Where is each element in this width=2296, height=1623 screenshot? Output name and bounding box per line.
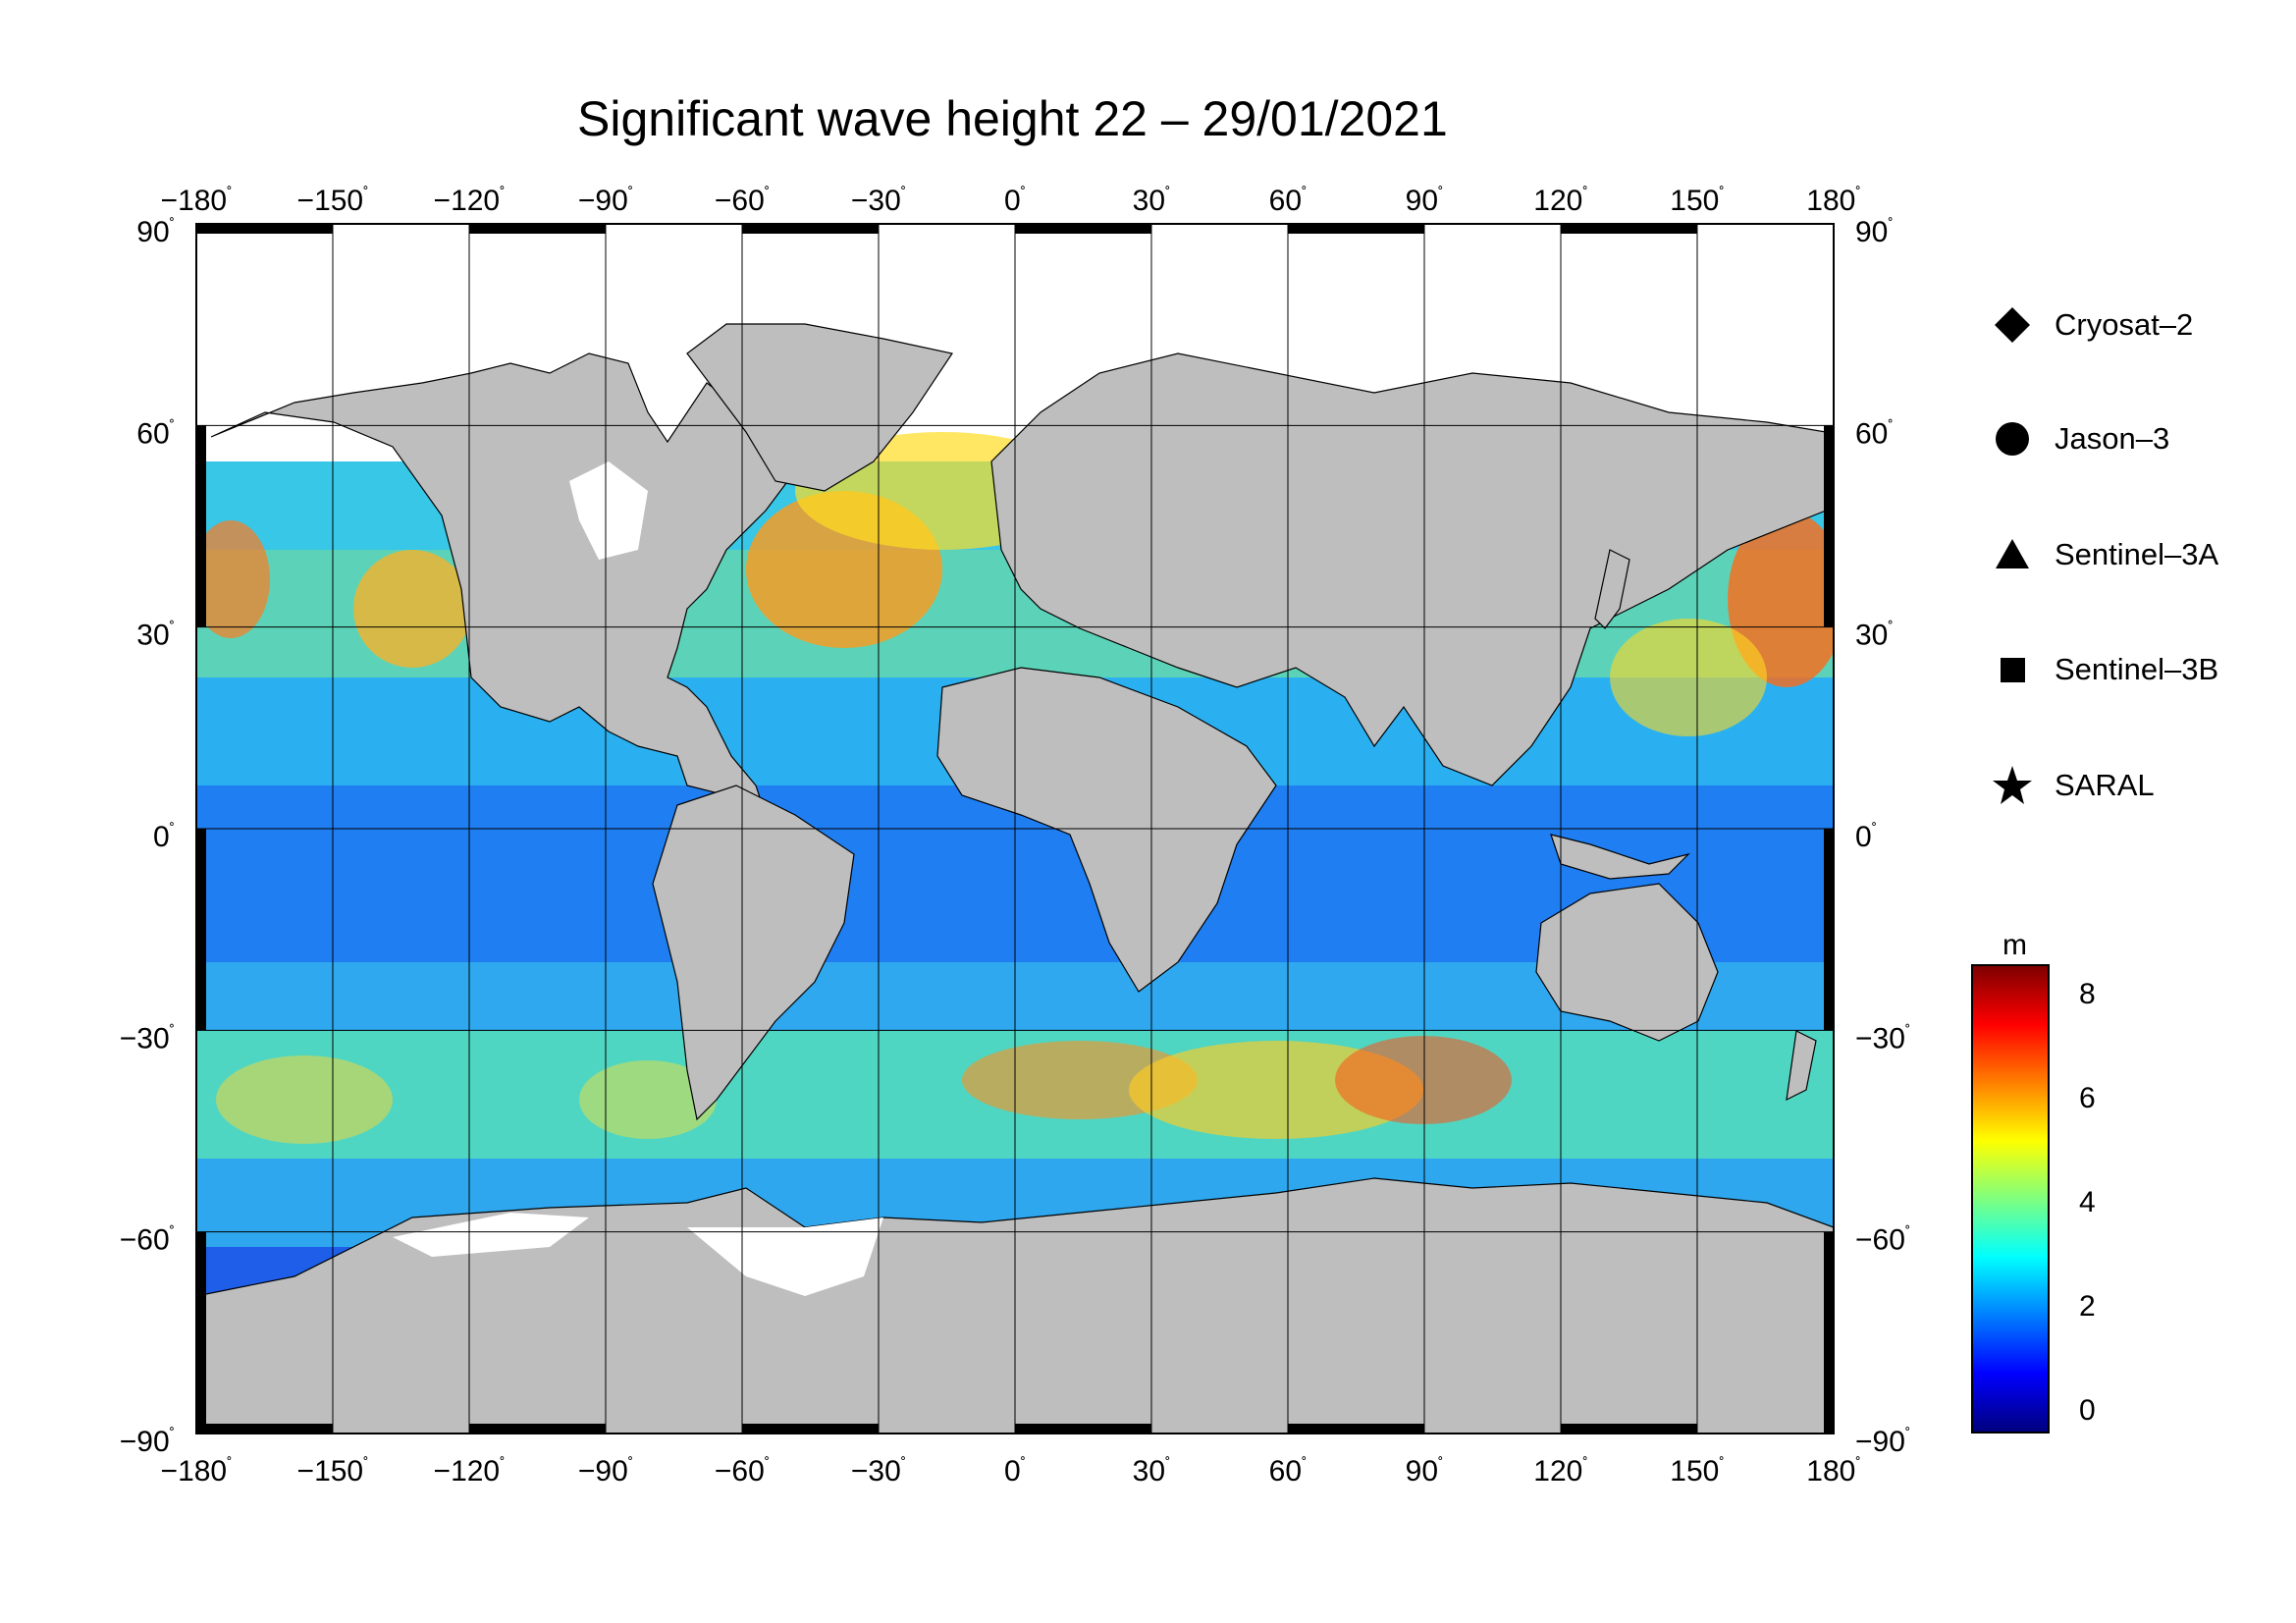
legend-label: Jason–3 bbox=[2055, 421, 2170, 456]
latitude-tick-label: 30˚ bbox=[1855, 620, 1894, 652]
legend-label: Cryosat–2 bbox=[2055, 307, 2194, 342]
latitude-tick-label: −60˚ bbox=[1855, 1224, 1910, 1257]
frame-bar bbox=[1824, 425, 1834, 627]
frame-bar bbox=[1824, 829, 1834, 1031]
diamond-icon bbox=[1988, 300, 2037, 350]
star-icon bbox=[1988, 761, 2037, 810]
legend-label: SARAL bbox=[2055, 768, 2155, 802]
longitude-tick-label: −60˚ bbox=[715, 1455, 770, 1488]
latitude-tick-label: 90˚ bbox=[136, 216, 175, 248]
frame-bar bbox=[1824, 1231, 1834, 1434]
longitude-tick-label: −150˚ bbox=[297, 185, 369, 217]
longitude-tick-label: 120˚ bbox=[1533, 1455, 1587, 1488]
frame-bar bbox=[1288, 1424, 1424, 1434]
triangle-icon bbox=[1988, 530, 2037, 579]
longitude-tick-label: 30˚ bbox=[1133, 1455, 1171, 1488]
frame-bar bbox=[1015, 1424, 1151, 1434]
legend-item-sentinel-3b: Sentinel–3B bbox=[1988, 645, 2218, 694]
frame-bar bbox=[1015, 224, 1151, 234]
longitude-tick-label: −180˚ bbox=[161, 185, 233, 217]
latitude-tick-label: 60˚ bbox=[1855, 417, 1894, 450]
legend-item-saral: SARAL bbox=[1988, 761, 2155, 810]
frame-bar bbox=[1561, 224, 1697, 234]
longitude-tick-label: 0˚ bbox=[1004, 1455, 1026, 1488]
longitude-tick-label: 90˚ bbox=[1406, 185, 1444, 217]
legend-label: Sentinel–3A bbox=[2055, 537, 2219, 571]
graticule bbox=[196, 224, 1834, 1434]
latitude-tick-label: 0˚ bbox=[153, 821, 175, 853]
longitude-tick-label: 150˚ bbox=[1670, 1455, 1724, 1488]
latitude-tick-label: 90˚ bbox=[1855, 216, 1894, 248]
longitude-tick-label: 90˚ bbox=[1406, 1455, 1444, 1488]
latitude-tick-label: −30˚ bbox=[120, 1022, 175, 1055]
longitude-tick-label: 60˚ bbox=[1269, 1455, 1308, 1488]
latitude-tick-label: 30˚ bbox=[136, 620, 175, 652]
latitude-tick-label: −30˚ bbox=[1855, 1022, 1910, 1055]
frame-bar bbox=[742, 224, 879, 234]
frame-bar bbox=[196, 1424, 333, 1434]
colorbar-tick: 4 bbox=[2079, 1186, 2096, 1218]
frame-bar bbox=[469, 224, 606, 234]
longitude-tick-label: −60˚ bbox=[715, 185, 770, 217]
longitude-tick-label: −120˚ bbox=[434, 1455, 506, 1488]
frame-bar bbox=[1288, 224, 1424, 234]
longitude-tick-label: −150˚ bbox=[297, 1455, 369, 1488]
colorbar-tick: 8 bbox=[2079, 978, 2096, 1010]
frame-bar bbox=[1561, 1424, 1697, 1434]
frame-bars bbox=[196, 224, 1834, 1434]
colorbar-tick: 0 bbox=[2079, 1394, 2096, 1427]
square-icon bbox=[1988, 645, 2037, 694]
longitude-tick-label: −90˚ bbox=[578, 185, 633, 217]
colorbar-tick: 2 bbox=[2079, 1290, 2096, 1323]
longitude-tick-label: 30˚ bbox=[1133, 185, 1171, 217]
longitude-tick-label: 180˚ bbox=[1806, 1455, 1860, 1488]
longitude-tick-label: 60˚ bbox=[1269, 185, 1308, 217]
longitude-tick-label: 180˚ bbox=[1806, 185, 1860, 217]
map-title: Significant wave height 22 – 29/01/2021 bbox=[577, 91, 1448, 146]
longitude-tick-label: −120˚ bbox=[434, 185, 506, 217]
longitude-tick-label: 0˚ bbox=[1004, 185, 1026, 217]
latitude-tick-label: 60˚ bbox=[136, 417, 175, 450]
frame-bar bbox=[196, 1231, 206, 1434]
colorbar bbox=[1971, 964, 2050, 1434]
latitude-tick-label: −60˚ bbox=[120, 1224, 175, 1257]
colorbar-unit: m bbox=[2002, 929, 2027, 961]
longitude-tick-label: −90˚ bbox=[578, 1455, 633, 1488]
longitude-tick-label: −180˚ bbox=[161, 1455, 233, 1488]
longitude-tick-label: −30˚ bbox=[851, 1455, 906, 1488]
longitude-tick-label: −30˚ bbox=[851, 185, 906, 217]
longitude-tick-label: 120˚ bbox=[1533, 185, 1587, 217]
frame-bar bbox=[196, 829, 206, 1031]
latitude-tick-label: 0˚ bbox=[1855, 821, 1877, 853]
legend-item-cryosat: Cryosat–2 bbox=[1988, 300, 2193, 350]
legend-item-jason: Jason–3 bbox=[1988, 414, 2169, 463]
frame-bar bbox=[469, 1424, 606, 1434]
frame-bar bbox=[196, 224, 333, 234]
longitude-tick-label: 150˚ bbox=[1670, 185, 1724, 217]
latitude-tick-label: −90˚ bbox=[120, 1426, 175, 1458]
axis-tick-labels: −180˚ −180˚ −150˚ −150˚ −120˚ −120˚ −90˚ −90˚ −6… bbox=[120, 185, 1910, 1488]
circle-icon bbox=[1988, 414, 2037, 463]
frame-bar bbox=[196, 425, 206, 627]
latitude-tick-label: −90˚ bbox=[1855, 1426, 1910, 1458]
legend-label: Sentinel–3B bbox=[2055, 652, 2219, 686]
colorbar-tick: 6 bbox=[2079, 1082, 2096, 1114]
frame-bar bbox=[742, 1424, 879, 1434]
legend-item-sentinel-3a: Sentinel–3A bbox=[1988, 530, 2218, 579]
